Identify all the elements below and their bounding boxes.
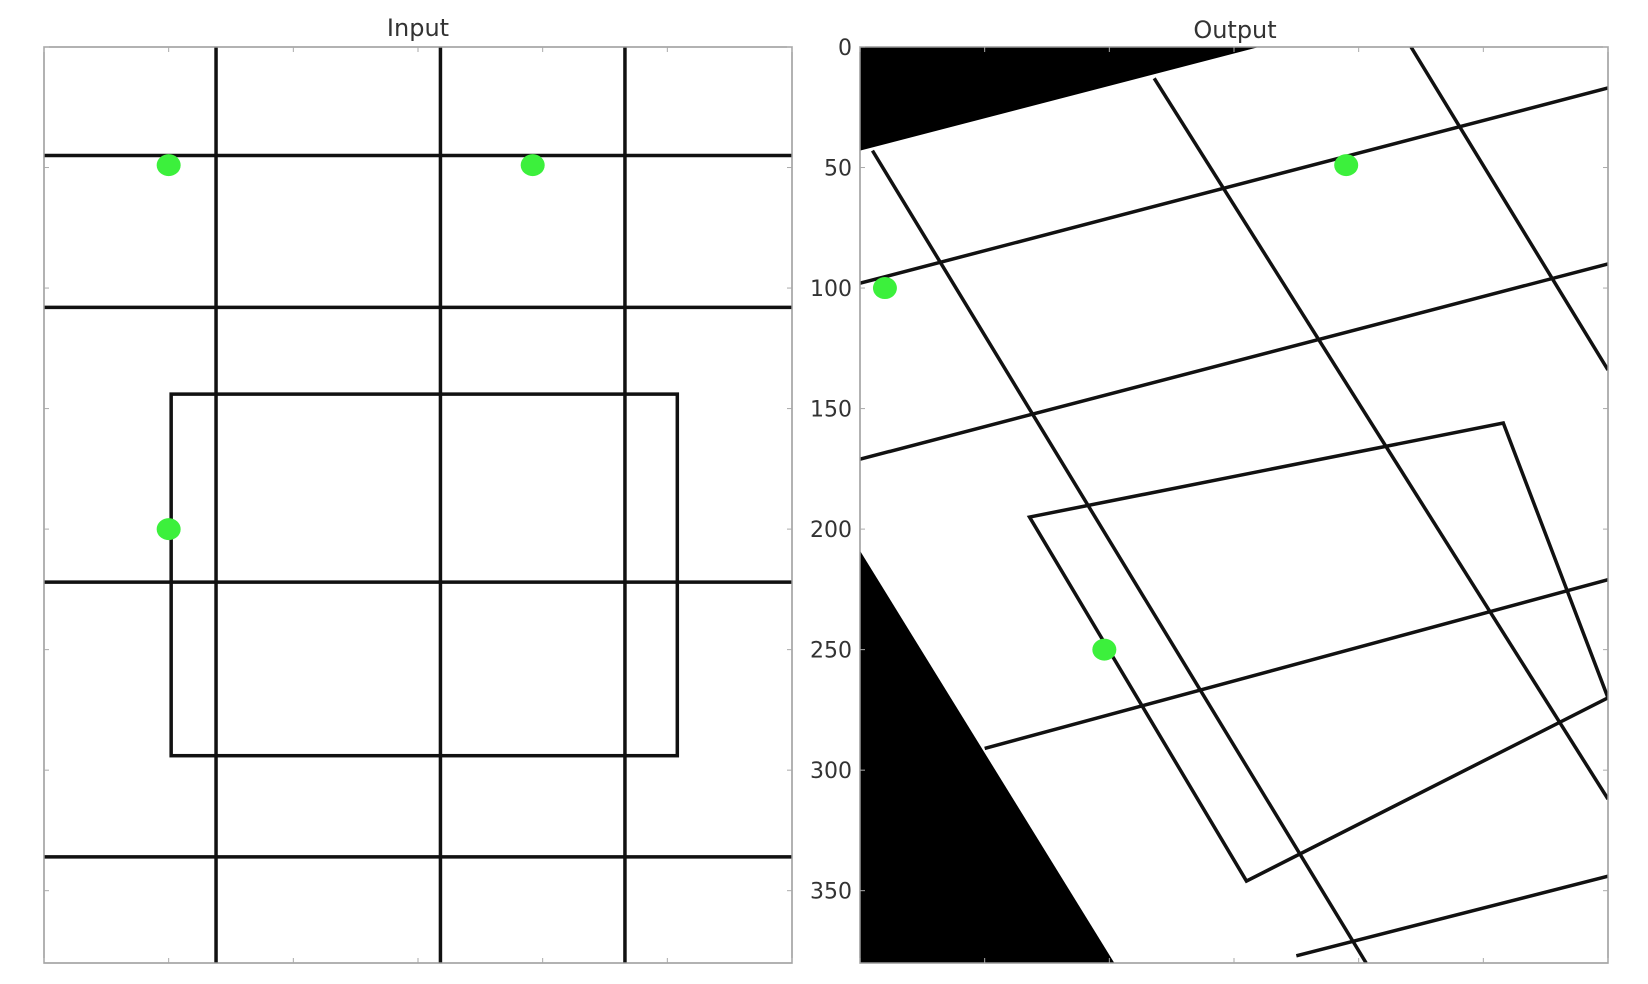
output-y-tick-label: 100 [810,277,852,302]
input-title: Input [387,14,449,42]
output-warped-rectangle [1026,421,1608,884]
input-point [520,154,545,177]
input-panel: Input [43,14,793,964]
output-point [1334,154,1359,177]
output-y-tick-label: 150 [810,398,852,423]
output-y-tick-label: 50 [824,157,852,182]
output-plot: 0 50 100 150 200 250 300 350 [810,36,1609,964]
output-black-region [860,47,1259,151]
output-point [872,277,897,300]
output-warped-line [984,578,1608,751]
output-y-tick-label: 0 [838,36,852,61]
output-y-tick-label: 300 [810,759,852,784]
output-warped-line [870,149,1368,963]
input-plot [43,46,793,964]
output-warped-line [1152,77,1608,801]
output-y-tick-label: 350 [810,880,852,905]
output-y-tick-label: 250 [810,639,852,664]
output-warped-line [1409,47,1608,371]
output-warped-line [860,86,1608,285]
output-point [1092,638,1117,661]
output-black-region [860,550,1115,963]
output-title: Output [1193,16,1276,44]
input-rectangle [169,392,680,758]
output-warped-line [1295,874,1608,958]
output-y-tick-label: 200 [810,518,852,543]
input-point [156,154,181,177]
output-panel: Output 0 50 100 150 200 250 300 350 [810,16,1609,964]
input-point [156,518,181,541]
input-image-background [44,47,792,963]
output-image [860,47,1608,963]
output-warped-line [860,262,1608,461]
